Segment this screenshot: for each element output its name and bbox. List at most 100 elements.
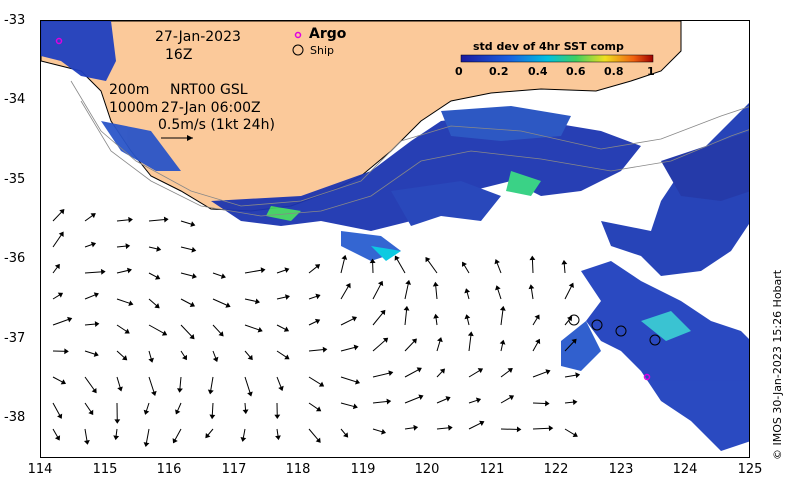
current-arrowhead [205,432,211,439]
current-arrowhead [380,309,386,316]
current-arrowhead [535,338,541,345]
current-arrowhead [54,435,61,441]
current-arrowhead [545,369,551,375]
current-arrowhead [394,255,400,261]
current-arrowhead [461,261,467,267]
current-arrowhead [575,372,581,379]
current-arrowhead [90,241,97,248]
current-arrowhead [161,330,168,336]
current-arrowhead [477,368,484,374]
contour-1000-label: 1000m [109,100,159,116]
current-arrowhead [172,438,178,444]
current-arrowhead [88,409,94,416]
current-arrowhead [341,254,348,260]
current-arrowhead [445,396,451,402]
current-arrowhead [382,337,389,343]
ship-marker [615,325,627,337]
current-arrowhead [275,435,281,441]
current-arrowhead [127,267,132,274]
lat-tick: -34 [4,92,26,107]
current-arrowhead [403,305,410,311]
current-arrowhead [207,389,214,395]
current-arrowhead [148,357,154,363]
current-arrowhead [209,414,216,420]
ship-marker [649,334,661,346]
current-arrowhead [416,367,422,373]
current-arrowhead [568,282,574,288]
current-arrowhead [117,386,123,392]
current-arrowhead [572,432,578,438]
current-arrowhead [125,243,131,250]
product-time: 27-Jan 06:00Z [161,100,261,116]
lon-tick: 119 [350,462,376,477]
current-arrowhead [353,344,359,351]
current-arrowhead [322,346,328,353]
current-arrowhead [464,288,471,294]
current-arrowhead [479,420,485,426]
current-arrowhead [189,333,195,340]
current-arrowhead [508,395,515,401]
current-arrowhead [534,314,540,320]
current-arrowhead [93,292,99,298]
legend-ship-marker [292,44,304,56]
lon-tick: 114 [27,462,53,477]
current-arrowhead [284,267,290,273]
lat-tick: -38 [4,410,26,425]
current-arrowhead [190,221,196,227]
current-arrowhead [351,316,358,322]
colorbar-tick: 0.6 [566,65,586,78]
lon-tick: 117 [221,462,247,477]
current-arrowhead [437,337,443,343]
lon-tick: 123 [608,462,634,477]
current-arrowhead [413,424,419,431]
current-arrowhead [314,318,321,325]
legend-argo-label: Argo [309,26,347,42]
current-arrowhead [475,397,482,404]
legend-argo-marker [294,31,302,39]
contour-200-label: 200m [109,82,150,98]
argo-marker [643,373,651,381]
scale-label: 0.5m/s (1kt 24h) [158,117,275,133]
current-arrowhead [220,273,226,279]
current-arrowhead [182,354,188,361]
lon-tick: 125 [737,462,763,477]
current-arrowhead [318,381,325,387]
current-arrowhead [128,300,134,307]
current-arrowhead [561,259,568,265]
current-arrowhead [100,268,106,275]
current-arrowhead [418,394,424,400]
map-area[interactable]: 27-Jan-2023 16Z 200m 1000m NRT00 GSL 27-… [40,20,750,458]
current-arrowhead [425,256,431,263]
current-arrowhead [314,264,321,270]
current-arrowhead [113,435,120,441]
current-arrowhead [529,255,536,261]
current-arrowhead [191,246,197,253]
current-arrowhead [411,338,417,344]
product-label: NRT00 GSL [170,82,248,98]
current-arrowhead [240,437,247,442]
current-arrowhead [495,285,501,291]
colorbar-tick: 0.8 [604,65,624,78]
current-arrowhead [345,283,351,289]
current-arrowhead [571,338,577,344]
sst-patches [41,21,749,451]
current-arrowhead [499,339,506,345]
current-arrowhead [177,388,183,393]
current-arrowhead [548,425,554,432]
current-arrowhead [64,348,69,355]
current-arrowhead [315,293,321,300]
current-arrowhead [93,351,99,357]
current-arrowhead [67,316,73,323]
current-arrowhead [352,403,358,410]
current-arrowhead [278,385,284,392]
current-arrowhead [255,298,260,305]
current-arrowhead [175,409,181,415]
current-arrowhead [516,426,522,433]
current-arrowhead [151,390,157,396]
current-arrowhead [218,331,224,337]
current-arrowhead [260,267,266,274]
current-vectors [52,209,581,447]
map-date: 27-Jan-2023 [155,29,241,45]
current-arrowhead [155,274,161,280]
lat-tick: -35 [4,172,26,187]
